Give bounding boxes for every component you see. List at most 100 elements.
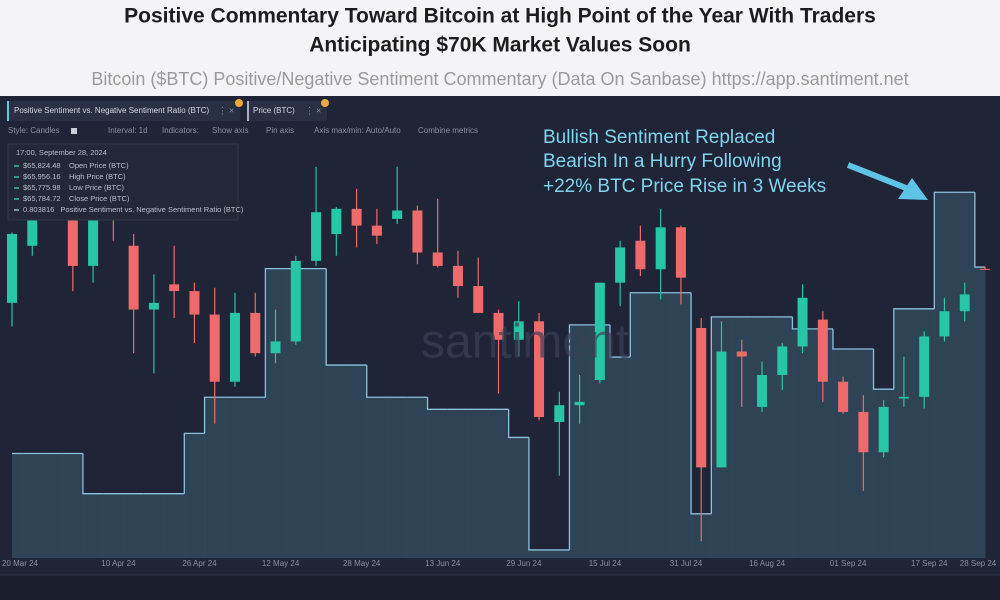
sentiment-area — [12, 453, 23, 558]
tab-accent — [247, 101, 249, 121]
tab-label[interactable]: Price (BTC) — [253, 106, 295, 115]
tab-close[interactable]: × — [316, 105, 321, 115]
tooltip-value: $65,784.72 — [23, 194, 61, 203]
candle-body — [27, 200, 38, 246]
tooltip-value: 0.803816 — [23, 205, 54, 214]
toolbar-item[interactable]: Show axis — [212, 126, 248, 135]
candle-body — [736, 351, 747, 357]
x-tick-label: 12 May 24 — [262, 559, 300, 568]
tab-label[interactable]: Positive Sentiment vs. Negative Sentimen… — [14, 106, 210, 115]
tooltip-label: Close Price (BTC) — [69, 194, 130, 203]
candle-body — [432, 252, 443, 266]
sentiment-area — [772, 316, 793, 558]
sentiment-area — [123, 493, 145, 558]
x-tick-label: 17 Sep 24 — [911, 559, 948, 568]
sentiment-area — [549, 549, 570, 558]
sentiment-step — [832, 328, 854, 350]
sentiment-area — [630, 292, 652, 558]
annotation-line: +22% BTC Price Rise in 3 Weeks — [543, 176, 826, 197]
tooltip-label: High Price (BTC) — [69, 172, 126, 181]
sentiment-area — [488, 409, 510, 558]
x-tick-label: 13 Jun 24 — [425, 559, 461, 568]
tab-accent — [7, 101, 9, 121]
candle-body — [189, 291, 200, 315]
sentiment-step — [325, 268, 347, 366]
sentiment-area — [164, 493, 185, 558]
tooltip-value: $65,824.48 — [23, 161, 61, 170]
candle-body — [594, 282, 605, 381]
sentiment-area — [103, 493, 124, 558]
toolbar-item[interactable]: Combine metrics — [418, 126, 478, 135]
annotation-line: Bullish Sentiment Replaced — [543, 127, 775, 148]
sentiment-area — [812, 328, 834, 558]
sentiment-area — [204, 397, 226, 558]
subtitle: Bitcoin ($BTC) Positive/Negative Sentime… — [91, 69, 908, 89]
toolbar-item[interactable]: Style: Candles — [8, 126, 60, 135]
sentiment-area — [528, 549, 550, 558]
sentiment-step — [366, 365, 388, 398]
sentiment-area — [650, 292, 672, 558]
sentiment-area — [346, 365, 368, 558]
tab[interactable] — [7, 101, 240, 121]
sentiment-step — [426, 397, 448, 410]
candle-body — [412, 210, 423, 253]
navigator[interactable] — [0, 575, 1000, 600]
candle-body — [392, 210, 403, 219]
header-bg — [0, 0, 1000, 96]
candle-body — [250, 312, 261, 354]
candle-body — [290, 260, 301, 342]
sentiment-area — [82, 493, 104, 558]
tooltip-label: Low Price (BTC) — [69, 183, 125, 192]
sentiment-step — [183, 432, 205, 494]
title-line: Positive Commentary Toward Bitcoin at Hi… — [124, 5, 876, 28]
sentiment-step — [690, 292, 712, 515]
candle-body — [452, 265, 463, 287]
x-tick-label: 31 Jul 24 — [670, 559, 703, 568]
sentiment-area — [427, 409, 449, 558]
tooltip-value: $65,775.98 — [23, 183, 61, 192]
tab-close[interactable]: × — [229, 105, 234, 115]
candle-body — [67, 176, 78, 266]
candle-body — [574, 401, 585, 406]
toolbar-item[interactable]: Interval: 1d — [108, 126, 148, 135]
candle-body — [169, 284, 180, 292]
sentiment-area — [224, 397, 246, 558]
sentiment-area — [589, 324, 611, 558]
x-tick-label: 10 Apr 24 — [101, 559, 136, 568]
tab-badge — [321, 99, 329, 107]
candle-body — [959, 294, 970, 312]
sentiment-step — [710, 316, 732, 514]
toolbar-item[interactable]: Pin axis — [266, 126, 294, 135]
tab-menu[interactable]: ⋮ — [218, 105, 227, 115]
toolbar-item[interactable]: Indicators: — [162, 126, 199, 135]
color-swatch[interactable] — [71, 128, 77, 134]
candle-body — [635, 240, 646, 270]
candle-body — [878, 406, 889, 453]
tooltip-rows: $65,824.48 Open Price (BTC) $65,956.16 High… — [14, 161, 244, 214]
candle-body — [7, 234, 17, 303]
tooltip — [7, 143, 239, 221]
candle-body — [980, 268, 990, 270]
watermark: santiment — [421, 316, 629, 369]
sentiment-step — [893, 308, 915, 390]
tab[interactable] — [247, 101, 327, 121]
tooltip-label: Open Price (BTC) — [69, 161, 129, 170]
annotation-arrow — [846, 162, 908, 191]
tooltip-value: $65,956.16 — [23, 172, 61, 181]
sentiment-step — [872, 349, 894, 390]
candle-body — [229, 312, 240, 382]
x-tick-label: 29 Jun 24 — [506, 559, 542, 568]
sentiment-area — [934, 192, 956, 558]
sentiment-area — [143, 493, 165, 558]
sentiment-area — [305, 268, 327, 558]
candle-body — [351, 208, 362, 226]
sentiment-area — [974, 267, 986, 558]
candle-body — [493, 312, 504, 340]
tab-badge — [235, 99, 243, 107]
candle-body — [513, 321, 524, 340]
toolbar-item[interactable]: Axis max/min: Auto/Auto — [314, 126, 401, 135]
sentiment-step — [974, 192, 985, 268]
tab-menu[interactable]: ⋮ — [305, 105, 314, 115]
x-tick-label: 26 Apr 24 — [182, 559, 217, 568]
x-tick-label: 20 Mar 24 — [2, 559, 39, 568]
